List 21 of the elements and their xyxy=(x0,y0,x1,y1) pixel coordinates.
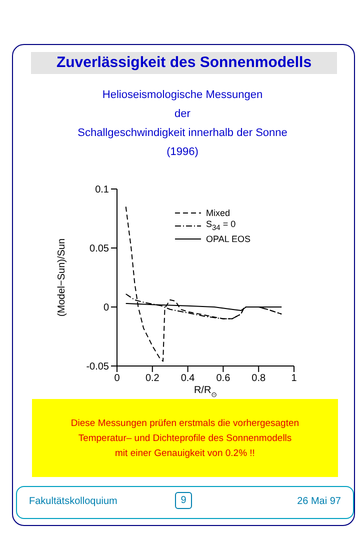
x-tick-label: 0.4 xyxy=(180,373,196,384)
chart-title: Zuverlässigkeit des Sonnenmodells xyxy=(31,52,337,74)
text: Diese Messungen prüfen erstmals die vorhergesagten Temperatur– und Dichteprofile des Sonnenmodells mit einer Genauigkeit von 0.2% !! xyxy=(32,399,338,477)
y-tick-label: -0.05 xyxy=(86,362,110,373)
x-tick-label: 0 xyxy=(114,373,120,384)
x-axis-title: R/R$_{⊙}$ xyxy=(194,385,218,398)
legend-label: OPAL EOS xyxy=(206,234,251,244)
x-tick-label: 0.2 xyxy=(145,373,160,384)
legend-label: S$_{34}$ = 0 xyxy=(206,219,236,232)
x-tick-label: 0.8 xyxy=(252,373,266,384)
y-axis-title: (Model−Sun)/Sun xyxy=(56,238,68,317)
text: Fakultätskolloquium xyxy=(29,496,118,507)
text: 26 Mai 97 xyxy=(297,496,341,507)
y-tick-label: 0.1 xyxy=(95,184,110,196)
x-tick-label: 0.6 xyxy=(216,373,231,384)
chart-subtitle: Helioseismologische Messungen der Schallgeschwindigkeit innerhalb der Sonne (1996) xyxy=(76,88,288,160)
y-tick-label: 0.05 xyxy=(90,244,110,255)
legend-label: Mixed xyxy=(206,208,230,218)
x-tick-label: 1 xyxy=(291,373,298,384)
text: 9 xyxy=(175,492,192,509)
y-tick-label: 0 xyxy=(103,302,110,314)
